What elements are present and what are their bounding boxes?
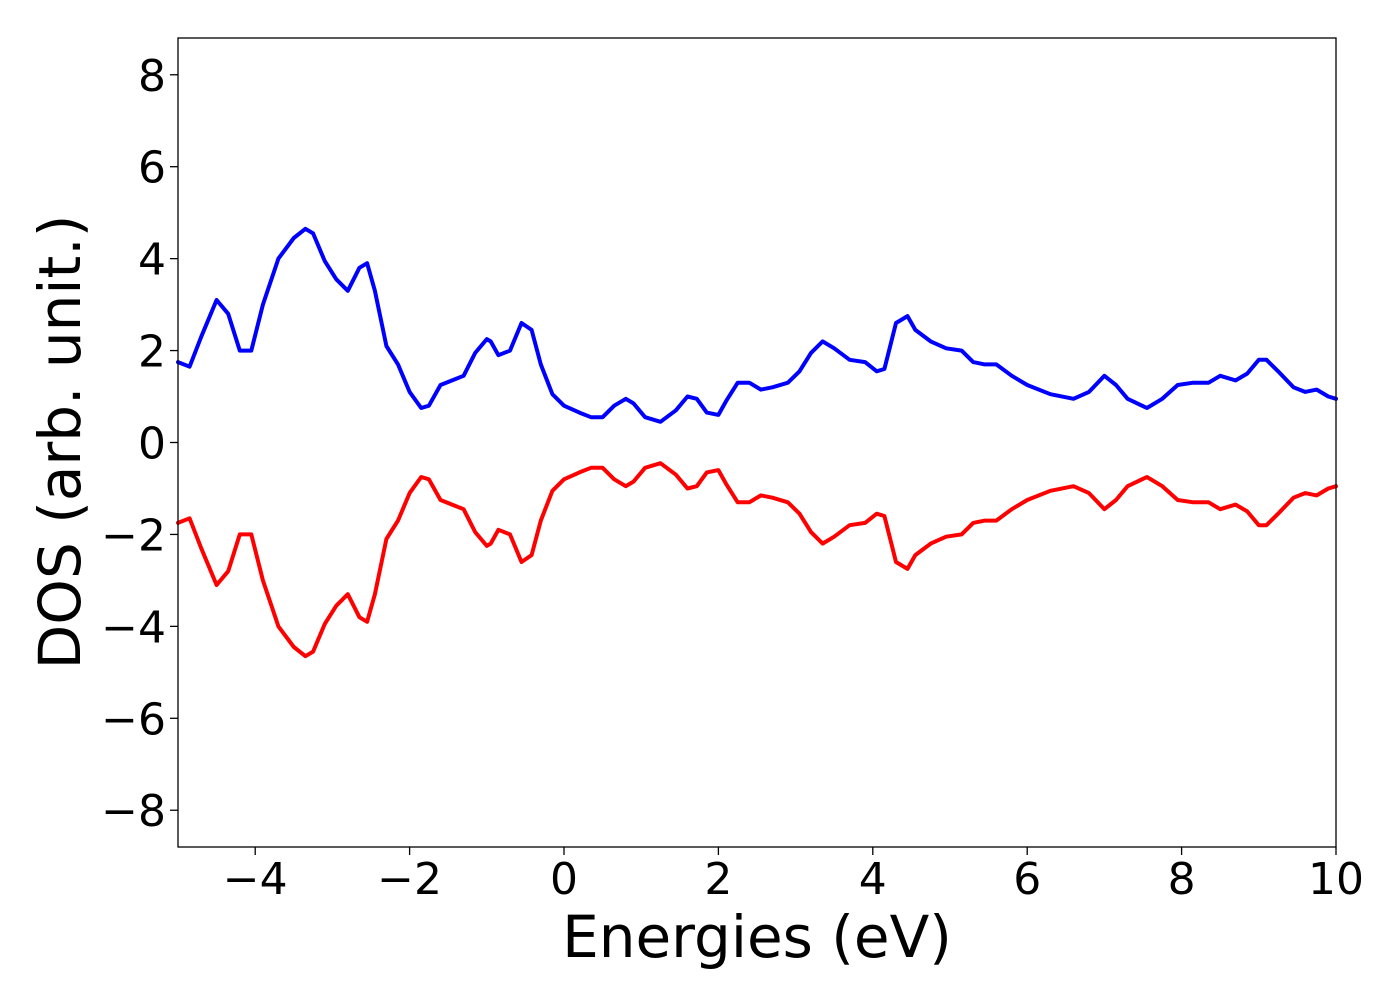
y-axis-ticks: 8 6 4 2 0 −2 −4 −6 −8	[101, 51, 178, 837]
y-axis-label: DOS (arb. unit.)	[26, 215, 94, 670]
y-tick-label: 8	[138, 51, 166, 102]
y-tick-label: −6	[101, 694, 166, 745]
x-tick-label: 8	[1168, 854, 1196, 905]
x-tick-label: 0	[550, 854, 578, 905]
y-tick-label: −2	[101, 510, 166, 561]
x-tick-label: 2	[704, 854, 732, 905]
series-lines	[176, 226, 1338, 659]
x-tick-label: −4	[223, 854, 288, 905]
series-line-2	[176, 461, 1338, 659]
y-tick-label: −4	[101, 602, 166, 653]
y-tick-label: 4	[138, 235, 166, 286]
y-tick-label: 0	[138, 419, 166, 470]
y-tick-label: 6	[138, 143, 166, 194]
x-axis-label: Energies (eV)	[562, 903, 952, 971]
x-tick-label: 4	[859, 854, 887, 905]
x-tick-label: 10	[1308, 854, 1364, 905]
y-tick-label: 2	[138, 327, 166, 378]
series-line-1	[176, 226, 1338, 424]
x-axis-ticks: −4 −2 0 2 4 6 8 10	[223, 847, 1364, 905]
plot-frame	[177, 37, 1337, 848]
x-tick-label: 6	[1013, 854, 1041, 905]
y-tick-label: −8	[101, 786, 166, 837]
x-tick-label: −2	[377, 854, 442, 905]
